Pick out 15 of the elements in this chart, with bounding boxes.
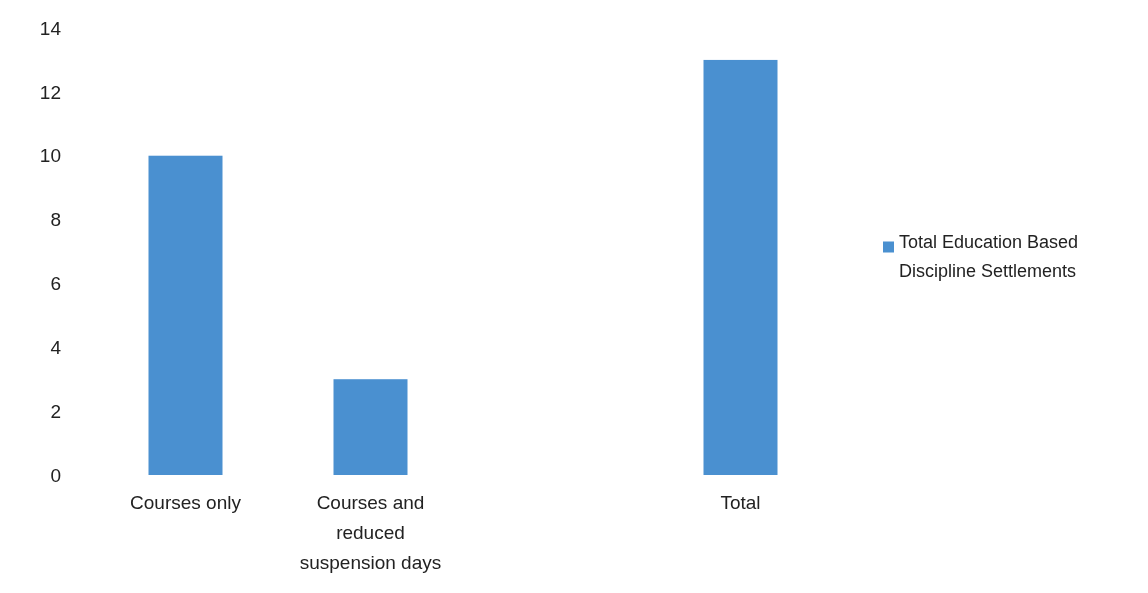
y-tick-label: 2 <box>50 400 61 422</box>
y-tick-label: 6 <box>50 273 61 295</box>
y-tick-label: 0 <box>50 464 61 486</box>
x-tick-label: Courses and reduced suspension days <box>299 492 442 573</box>
bar <box>148 155 223 475</box>
y-tick-label: 12 <box>39 81 61 103</box>
y-tick-label: 4 <box>50 336 62 358</box>
y-tick-label: 14 <box>39 17 62 39</box>
bar <box>703 59 778 475</box>
x-tick-label: Total <box>720 492 761 513</box>
y-tick-label: 10 <box>39 145 61 167</box>
y-tick-label: 8 <box>50 209 61 231</box>
x-tick-label: Courses only <box>130 492 242 513</box>
bar <box>333 379 408 475</box>
legend-label: Total Education Based Discipline Settlements <box>899 231 1079 281</box>
